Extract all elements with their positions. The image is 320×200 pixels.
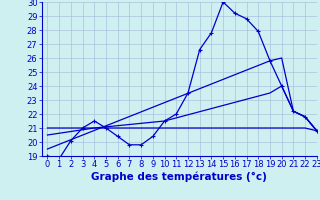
X-axis label: Graphe des températures (°c): Graphe des températures (°c): [91, 172, 267, 182]
